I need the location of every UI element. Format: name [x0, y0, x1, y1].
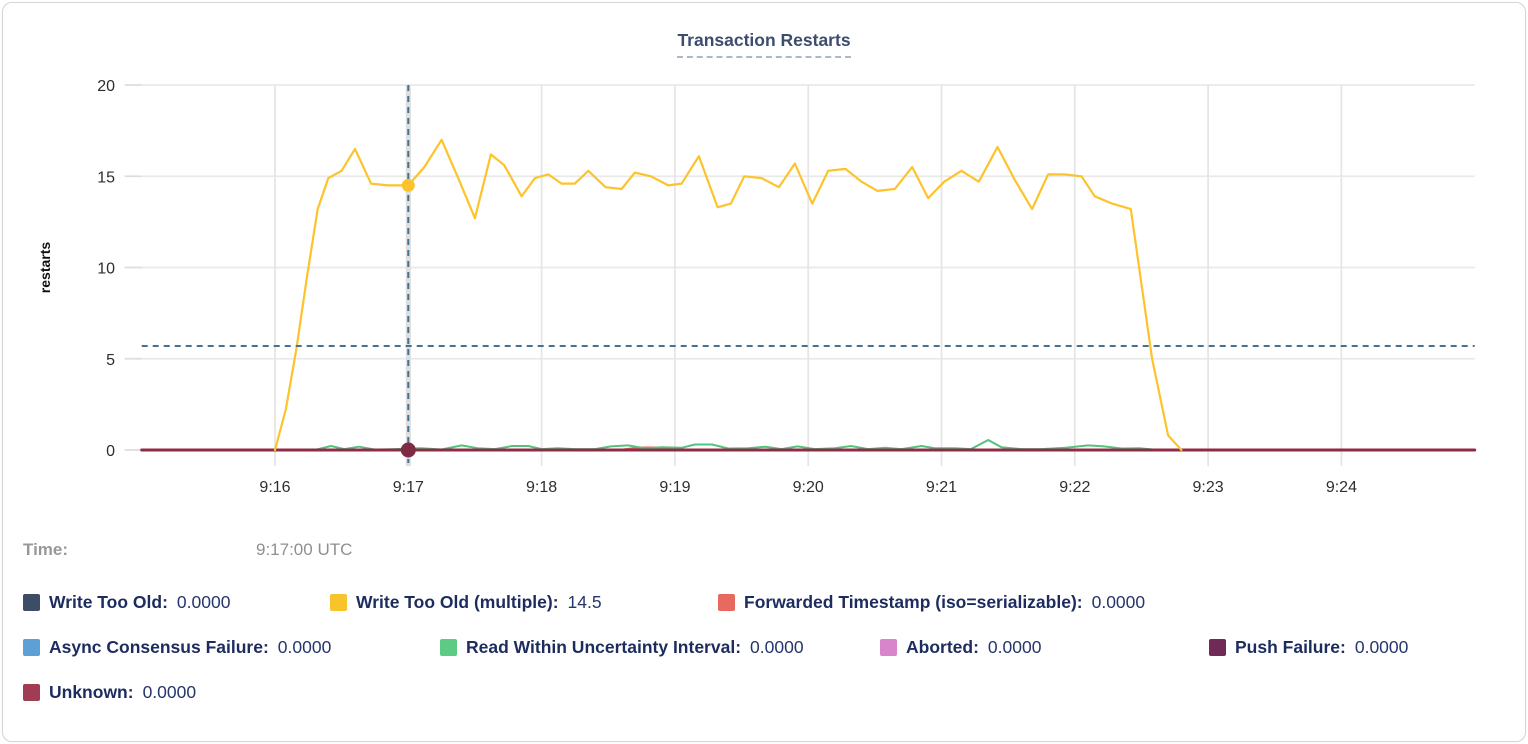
legend-swatch-icon — [440, 639, 457, 656]
x-tick-label: 9:17 — [393, 479, 424, 496]
x-tick-label: 9:24 — [1326, 479, 1357, 496]
y-axis-title: restarts — [37, 242, 53, 294]
legend-item-write-too-old: Write Too Old: 0.0000 — [23, 592, 230, 613]
x-tick-label: 9:21 — [926, 479, 957, 496]
legend-value: 0.0000 — [1354, 637, 1409, 657]
legend-value: 0.0000 — [142, 682, 197, 702]
legend-swatch-icon — [23, 684, 40, 701]
y-gridlines — [124, 84, 1475, 451]
legend-label: Async Consensus Failure: — [49, 637, 269, 657]
x-tick-label: 9:20 — [793, 479, 824, 496]
legend-item-aborted: Aborted: 0.0000 — [880, 637, 1041, 658]
x-tick-label: 9:18 — [526, 479, 557, 496]
hover-dot-unknown — [400, 442, 416, 458]
legend-row-3: Unknown: 0.0000 — [3, 682, 1525, 706]
legend-swatch-icon — [880, 639, 897, 656]
series-line-write-too-old-multiple — [273, 138, 1183, 452]
x-axis-labels: 9:16 9:17 9:18 9:19 9:20 9:21 9:22 9:23 9:24 — [259, 479, 1357, 496]
hover-dot-write-too-old-multiple — [401, 178, 415, 192]
legend-item-unknown: Unknown: 0.0000 — [23, 682, 196, 703]
legend-value: 0.0000 — [987, 637, 1042, 657]
time-label: Time: — [23, 540, 69, 559]
x-tick-label: 9:16 — [259, 479, 290, 496]
legend-row-1: Write Too Old: 0.0000 Write Too Old (multi… — [3, 592, 1525, 616]
y-axis-labels: 0 5 10 15 20 — [97, 78, 115, 460]
legend-item-push-failure: Push Failure: 0.0000 — [1209, 637, 1408, 658]
legend-value: 0.0000 — [1091, 592, 1146, 612]
legend-label: Read Within Uncertainty Interval: — [466, 637, 742, 657]
y-tick-label: 20 — [97, 78, 115, 95]
legend-swatch-icon — [718, 594, 735, 611]
chart-title-wrap: Transaction Restarts — [3, 30, 1525, 58]
legend-swatch-icon — [1209, 639, 1226, 656]
legend-label: Write Too Old: — [49, 592, 168, 612]
legend-label: Aborted: — [906, 637, 979, 657]
legend-label: Forwarded Timestamp (iso=serializable): — [744, 592, 1083, 612]
chart-title[interactable]: Transaction Restarts — [677, 30, 851, 58]
legend-item-write-too-old-multiple: Write Too Old (multiple): 14.5 — [330, 592, 602, 613]
x-tick-label: 9:22 — [1059, 479, 1090, 496]
legend-label: Unknown: — [49, 682, 134, 702]
legend-value: 0.0000 — [277, 637, 332, 657]
series-lines — [140, 138, 1477, 452]
legend-label: Push Failure: — [1235, 637, 1346, 657]
y-tick-label: 15 — [97, 169, 115, 186]
time-value: 9:17:00 UTC — [256, 540, 353, 559]
legend-value: 0.0000 — [176, 592, 231, 612]
transaction-restarts-chart[interactable]: 9:16 9:17 9:18 9:19 9:20 9:21 9:22 9:23 9:24 0 5 10… — [3, 3, 1525, 511]
legend-label: Write Too Old (multiple): — [356, 592, 559, 612]
x-tick-label: 9:19 — [659, 479, 690, 496]
y-tick-label: 0 — [106, 443, 115, 460]
legend-row-2: Async Consensus Failure: 0.0000 Read Withi… — [3, 637, 1525, 661]
legend-value: 0.0000 — [750, 637, 804, 657]
legend-item-async-consensus-failure: Async Consensus Failure: 0.0000 — [23, 637, 331, 658]
hover-time-row: Time: 9:17:00 UTC — [3, 540, 1525, 564]
legend-swatch-icon — [23, 594, 40, 611]
legend-item-forwarded-timestamp-iso-serializable: Forwarded Timestamp (iso=serializable): 0… — [718, 592, 1145, 613]
legend-swatch-icon — [330, 594, 347, 611]
y-tick-label: 5 — [106, 352, 115, 369]
x-gridlines — [274, 85, 1343, 466]
x-tick-label: 9:23 — [1193, 479, 1224, 496]
legend-value: 14.5 — [567, 592, 602, 612]
legend-item-read-within-uncertainty-interval: Read Within Uncertainty Interval: 0.0000 — [440, 637, 804, 658]
legend-swatch-icon — [23, 639, 40, 656]
y-tick-label: 10 — [97, 261, 115, 278]
